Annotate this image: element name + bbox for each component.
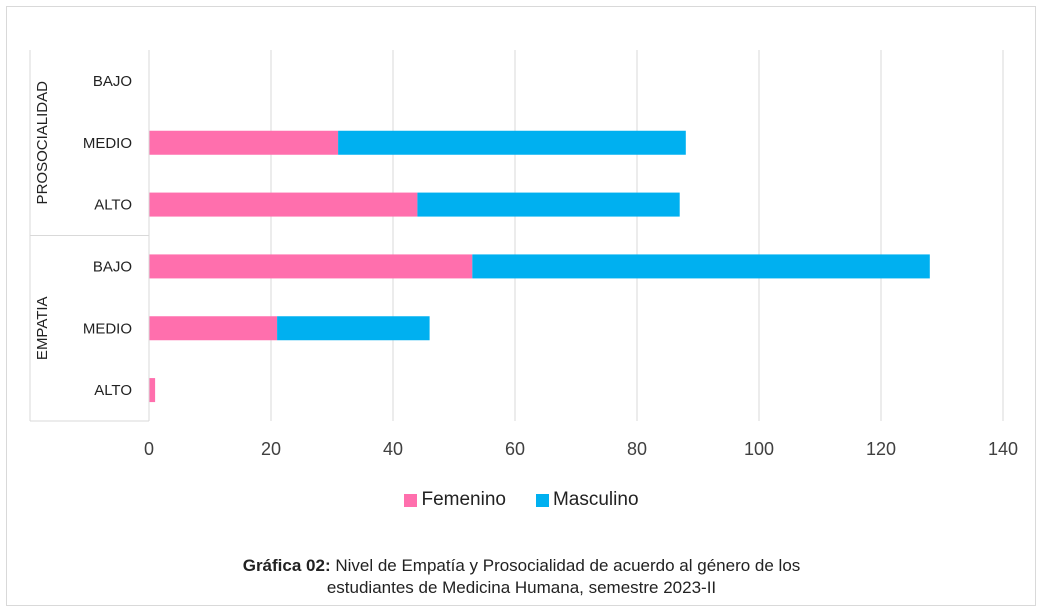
legend-swatch-femenino — [404, 493, 418, 507]
x-tick-label: 60 — [505, 439, 525, 459]
legend-label-masculino: Masculino — [552, 489, 639, 510]
caption-text-1: Nivel de Empatía y Prosocialidad de acue… — [330, 556, 801, 575]
x-tick-labels: 0 20 40 60 80 100 120 140 — [144, 439, 1018, 459]
category-label: MEDIO — [83, 320, 132, 337]
category-label: BAJO — [93, 73, 132, 90]
category-label: ALTO — [94, 382, 132, 399]
legend-swatch-masculino — [535, 493, 549, 507]
x-tick-label: 120 — [866, 439, 896, 459]
legend: Femenino Masculino — [0, 489, 1043, 511]
bar-masculino-empatia-bajo — [472, 254, 930, 279]
bar-femenino-empatia-bajo — [149, 254, 473, 279]
x-tick-label: 140 — [988, 439, 1018, 459]
x-tick-label: 40 — [383, 439, 403, 459]
category-label: BAJO — [93, 258, 132, 275]
category-label: MEDIO — [83, 135, 132, 152]
chart-caption: Gráfica 02: Nivel de Empatía y Prosocial… — [0, 555, 1043, 599]
bar-femenino-empatia-alto — [149, 378, 156, 403]
category-axis: BAJO MEDIO ALTO BAJO MEDIO ALTO PROSOCIALIDAD E… — [29, 50, 150, 422]
caption-label: Gráfica 02: — [242, 556, 331, 575]
x-tick-label: 100 — [744, 439, 774, 459]
group-label: PROSOCIALIDAD — [34, 81, 51, 205]
bar-masculino-prosocialidad-medio — [338, 130, 686, 155]
group-label: EMPATIA — [34, 296, 51, 360]
bar-masculino-empatia-medio — [277, 316, 430, 341]
x-tick-label: 20 — [261, 439, 281, 459]
gridlines — [148, 50, 1004, 421]
x-tick-label: 80 — [627, 439, 647, 459]
caption-line-1: Gráfica 02: Nivel de Empatía y Prosocial… — [0, 555, 1043, 577]
bar-femenino-prosocialidad-alto — [149, 192, 418, 217]
bar-masculino-prosocialidad-alto — [417, 192, 680, 217]
legend-item-masculino: Masculino — [535, 489, 639, 511]
bar-femenino-prosocialidad-medio — [149, 130, 339, 155]
caption-line-2: estudiantes de Medicina Humana, semestre… — [326, 578, 717, 597]
chart-frame — [6, 6, 1036, 606]
legend-item-femenino: Femenino — [404, 489, 506, 511]
x-tick-label: 0 — [144, 439, 154, 459]
legend-label-femenino: Femenino — [421, 489, 506, 510]
bars — [149, 130, 930, 403]
category-label: ALTO — [94, 197, 132, 214]
bar-femenino-empatia-medio — [149, 316, 278, 341]
